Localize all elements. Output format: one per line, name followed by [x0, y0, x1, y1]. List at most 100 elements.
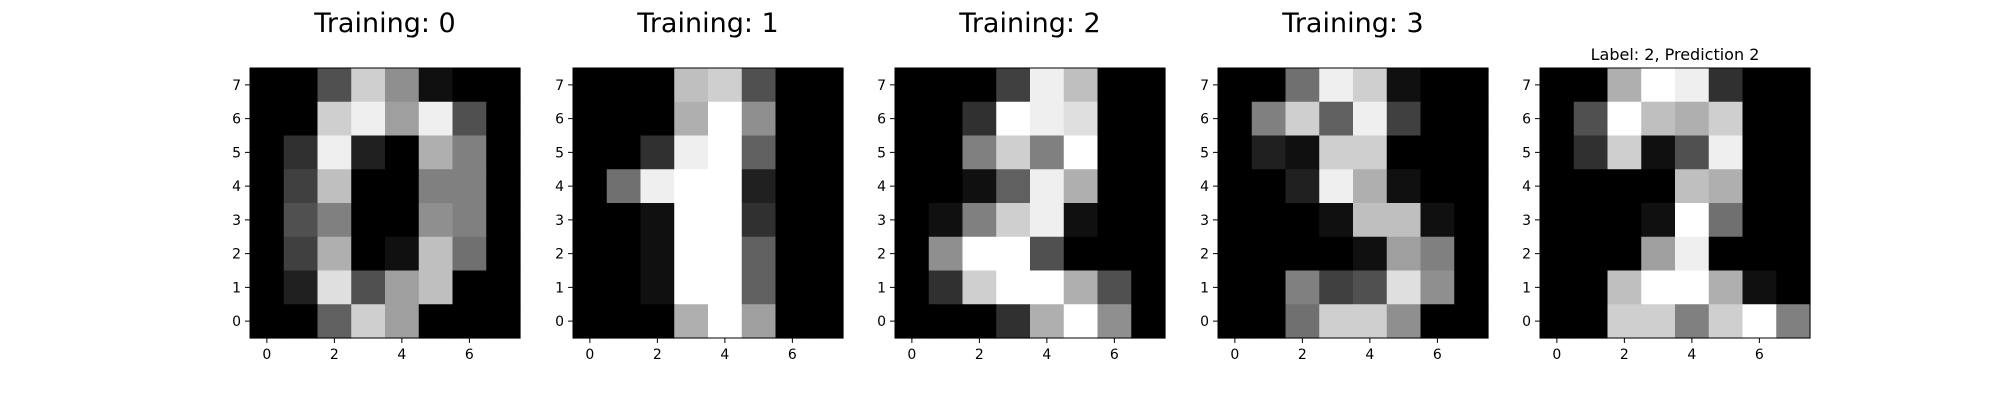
pixel-cell: [486, 68, 521, 103]
pixel-cell: [928, 135, 964, 170]
pixel-cell: [708, 304, 743, 339]
pixel-cell: [1454, 203, 1489, 238]
pixel-cell: [1386, 101, 1422, 137]
pixel-cell: [283, 203, 319, 238]
pixel-cell: [317, 68, 352, 103]
pixel-cell: [1319, 304, 1354, 339]
pixel-cell: [1386, 270, 1422, 305]
pixel-cell: [606, 101, 642, 137]
pixel-cell: [1573, 169, 1609, 204]
pixel-cell: [809, 236, 844, 272]
pixel-cell: [741, 236, 777, 272]
y-tick-label: 4: [555, 179, 564, 195]
pixel-cell: [640, 270, 675, 305]
pixel-cell: [996, 270, 1031, 305]
y-tick-label: 7: [1200, 78, 1209, 94]
pixel-cell: [1776, 68, 1811, 103]
y-tick-label: 3: [232, 213, 241, 229]
x-tick-label: 0: [907, 347, 916, 363]
pixel-cell: [486, 135, 521, 170]
pixel-cell: [1030, 236, 1065, 272]
pixel-cell: [1607, 270, 1642, 305]
pixel-cell: [708, 68, 743, 103]
pixel-cell: [1285, 101, 1320, 137]
plot-frame: [894, 67, 1166, 339]
pixel-cell: [996, 68, 1031, 103]
pixel-cell: [1641, 304, 1676, 339]
pixel-cell: [1386, 169, 1422, 204]
plot-frame: [1217, 67, 1489, 339]
pixel-cell: [1353, 101, 1388, 137]
pixel-cell: [1675, 169, 1710, 204]
pixel-cell: [1776, 270, 1811, 305]
y-tick-label: 4: [877, 179, 886, 195]
x-tick-label: 4: [1365, 347, 1374, 363]
pixel-cell: [1063, 169, 1099, 204]
pixel-cell: [674, 270, 709, 305]
pixel-cell: [1776, 169, 1811, 204]
pixel-cell: [1420, 236, 1455, 272]
pixel-cell: [1675, 203, 1710, 238]
pixel-cell: [1285, 270, 1320, 305]
y-tick-label: 4: [232, 179, 241, 195]
y-tick-label: 5: [1522, 145, 1531, 161]
pixel-cell: [1097, 169, 1132, 204]
pixel-cell: [1540, 203, 1575, 238]
pixel-cell: [283, 169, 319, 204]
pixel-cell: [809, 68, 844, 103]
pixel-cell: [452, 270, 487, 305]
pixel-cell: [1063, 304, 1099, 339]
plot-frame: [572, 67, 844, 339]
pixel-cell: [1218, 304, 1253, 339]
pixel-cell: [1607, 169, 1642, 204]
y-tick-label: 7: [555, 78, 564, 94]
pixel-cell: [1708, 135, 1744, 170]
pixel-cell: [1285, 236, 1320, 272]
pixel-cell: [962, 304, 997, 339]
pixel-cell: [928, 101, 964, 137]
y-tick-label: 1: [1522, 280, 1531, 296]
pixel-cell: [928, 270, 964, 305]
pixel-cell: [996, 236, 1031, 272]
y-tick-label: 2: [232, 247, 241, 263]
pixel-cell: [317, 304, 352, 339]
pixel-cell: [1353, 304, 1388, 339]
y-tick-label: 0: [1200, 314, 1209, 330]
pixel-cell: [1319, 101, 1354, 137]
y-tick-label: 3: [1200, 213, 1209, 229]
pixel-cell: [250, 304, 285, 339]
pixel-cell: [385, 203, 420, 238]
pixel-cell: [1030, 101, 1065, 137]
y-tick-label: 1: [232, 280, 241, 296]
pixel-cell: [1097, 135, 1132, 170]
pixel-cell: [674, 135, 709, 170]
pixel-cell: [1454, 135, 1489, 170]
pixel-cell: [1454, 236, 1489, 272]
pixel-cell: [1030, 203, 1065, 238]
y-tick-label: 2: [1522, 247, 1531, 263]
y-tick-label: 0: [232, 314, 241, 330]
pixel-cell: [250, 68, 285, 103]
pixel-cell: [809, 304, 844, 339]
pixel-cell: [385, 135, 420, 170]
y-tick-label: 5: [1200, 145, 1209, 161]
pixel-cell: [573, 304, 608, 339]
pixel-cell: [1573, 304, 1609, 339]
pixel-cell: [1454, 304, 1489, 339]
pixel-cell: [1675, 270, 1710, 305]
x-tick-label: 2: [975, 347, 984, 363]
y-tick-label: 3: [1522, 213, 1531, 229]
y-tick-label: 6: [232, 112, 241, 128]
pixel-cell: [1353, 68, 1388, 103]
subplot-title: Training: 2: [958, 8, 1100, 39]
pixel-cell: [573, 169, 608, 204]
subplot-title: Label: 2, Prediction 2: [1591, 45, 1760, 64]
pixel-cell: [962, 169, 997, 204]
pixel-cell: [1285, 304, 1320, 339]
x-tick-label: 6: [465, 347, 474, 363]
pixel-cell: [775, 270, 810, 305]
subplot-4: Label: 2, Prediction 2 0 2 4 6 0 1 2 3 4 5 6 7: [1522, 45, 1811, 363]
pixel-cell: [895, 304, 930, 339]
pixel-cell: [928, 203, 964, 238]
pixel-cell: [1573, 270, 1609, 305]
